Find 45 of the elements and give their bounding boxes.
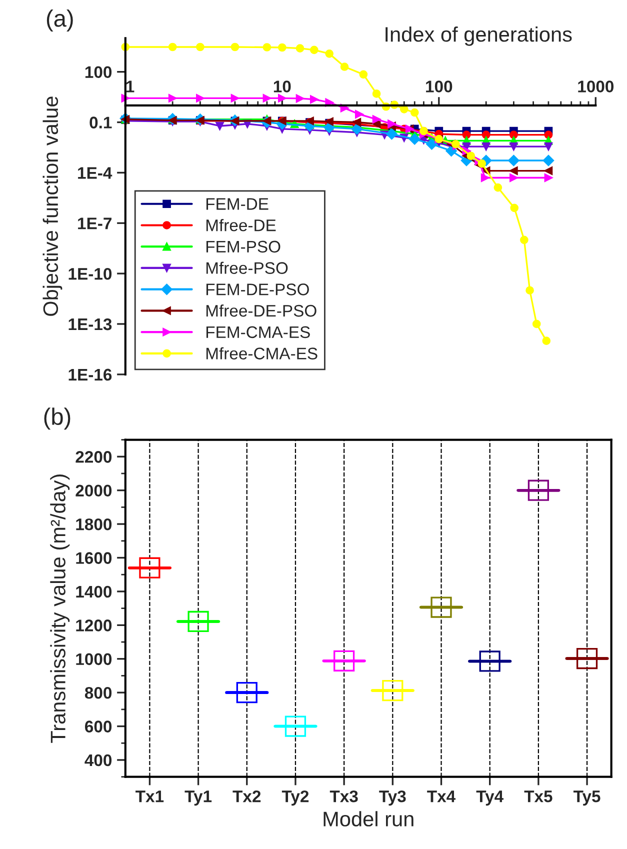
y-tick-label: 400 [84,754,112,766]
x-tick-label: Tx4 [427,790,456,802]
legend-label: FEM-DE [206,198,268,210]
y-tick-label: 1400 [76,586,112,598]
y-tick-label: 1E-13 [68,318,112,330]
legend-label: FEM-PSO [206,240,280,253]
y-tick-label: 1E-4 [78,167,112,179]
y-tick-label: 600 [85,720,112,732]
y-axis-title: Objective function value [42,96,62,316]
x-tick-label: 10 [274,80,291,92]
x-tick-label: Ty3 [379,790,406,806]
x-tick-label: Tx5 [524,790,552,802]
x-tick-label: Ty1 [184,790,212,806]
x-tick-label: Ty5 [573,790,600,806]
y-axis-title: Transmissivity value (m²/day) [50,474,70,743]
x-tick-label: Ty4 [476,790,504,806]
chart-title: (b) [44,408,70,430]
y-tick-label: 2000 [76,484,112,497]
x-axis-title: Index of generations [386,26,572,46]
legend-label: FEM-CMA-ES [206,326,310,338]
y-tick-label: 800 [84,686,112,699]
y-tick-label: 1800 [76,518,112,530]
x-tick-label: 1000 [578,80,614,92]
y-tick-label: 1E-10 [68,268,112,280]
y-tick-label: 1000 [76,653,112,666]
x-tick-label: Ty2 [282,790,309,806]
y-tick-label: 1E-7 [78,218,112,230]
x-tick-label: Tx1 [136,790,164,802]
y-tick-label: 1600 [76,552,112,564]
y-tick-label: 2200 [76,451,112,463]
y-tick-label: 1E-16 [68,368,112,381]
legend-label: Mfree-DE [206,219,276,232]
x-tick-label: 100 [426,80,452,92]
chart-title: (a) [46,9,73,32]
legend-label: FEM-DE-PSO [206,284,309,296]
x-tick-label: Tx3 [330,790,358,802]
legend-label: Mfree-DE-PSO [206,304,316,317]
x-tick-label: Tx2 [232,790,261,802]
y-tick-label: 1200 [76,620,112,632]
y-tick-label: 0.1 [90,116,112,128]
legend-label: Mfree-PSO [206,262,288,274]
x-axis-title: Model run [324,811,414,826]
legend-label: Mfree-CMA-ES [206,347,318,360]
x-tick-label: 1 [126,80,134,92]
y-tick-label: 100 [85,66,112,78]
